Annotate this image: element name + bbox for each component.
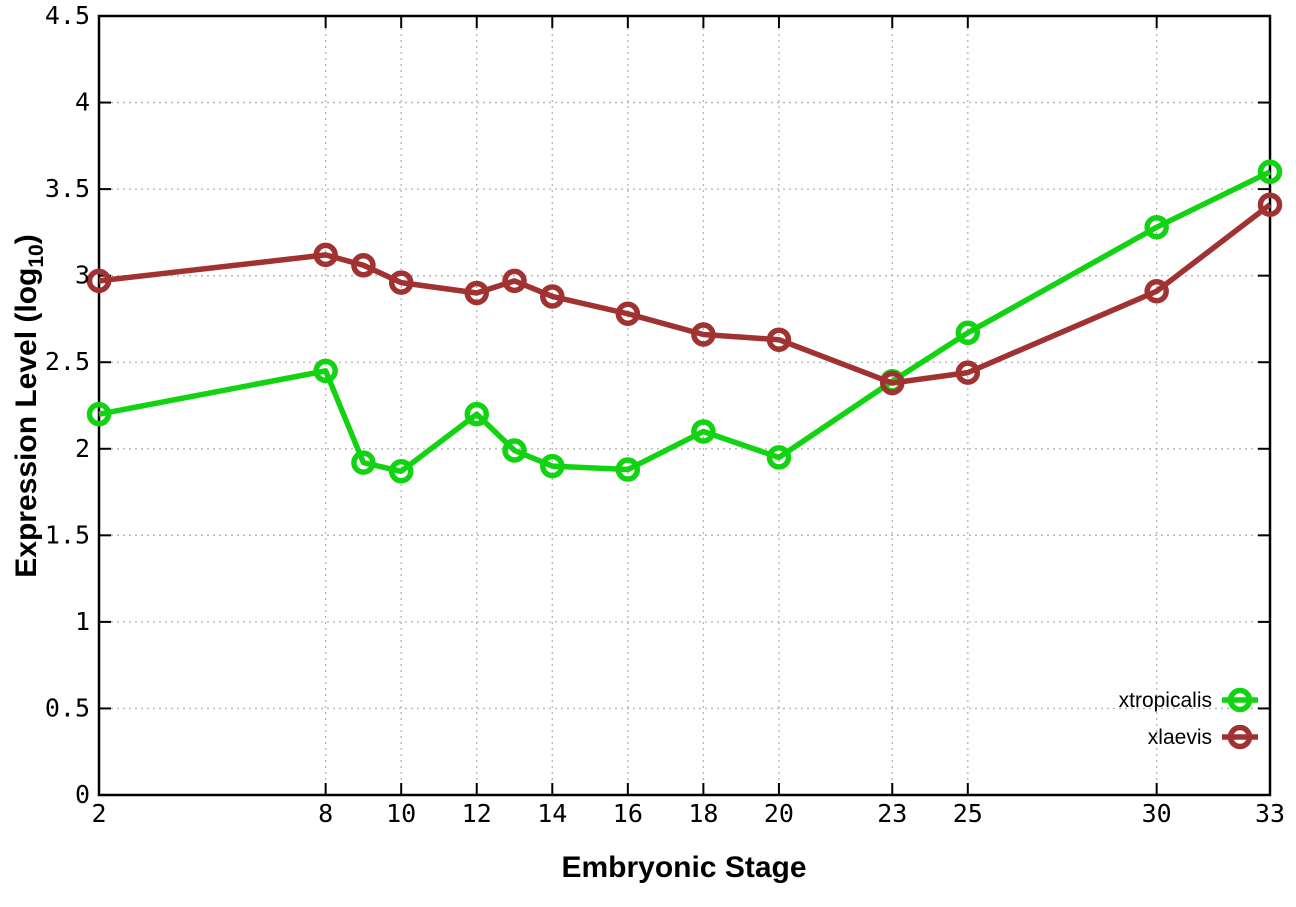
x-tick-label: 10	[386, 799, 416, 828]
axes-layer	[97, 14, 1272, 797]
data-point-xtropicalis	[464, 401, 489, 427]
x-tick-label: 18	[688, 799, 718, 828]
data-point-xlaevis	[880, 370, 905, 396]
data-point-xtropicalis	[766, 445, 792, 470]
y-axis-title-part: Expression Level (log	[10, 268, 43, 578]
data-point-xtropicalis	[388, 459, 414, 484]
y-tick-label: 3	[75, 261, 90, 290]
y-tick-label: 1	[75, 607, 90, 636]
data-point-xlaevis	[313, 242, 338, 268]
y-tick-label: 2	[75, 434, 90, 463]
legend-label-xlaevis: xlaevis	[1148, 726, 1212, 749]
y-axis-title-part: )	[10, 234, 43, 244]
y-axis-title: Expression Level (log10)	[10, 234, 48, 577]
x-tick-label: 25	[953, 799, 983, 828]
grid-layer	[98, 15, 1271, 796]
data-point-xtropicalis	[615, 457, 641, 482]
y-tick-label: 3.5	[45, 174, 90, 203]
data-point-xlaevis	[615, 301, 641, 327]
legend-marker-icon-xtropicalis	[1227, 687, 1253, 713]
data-point-xlaevis	[540, 284, 565, 309]
data-point-xtropicalis	[540, 453, 565, 479]
y-tick-label: 4	[75, 88, 90, 117]
y-axis-title-part: 10	[25, 244, 48, 267]
data-point-xlaevis	[955, 360, 981, 385]
y-tick-label: 2.5	[45, 347, 90, 376]
x-tick-label: 20	[764, 799, 794, 828]
data-point-xlaevis	[766, 327, 792, 352]
series-layer	[86, 159, 1283, 484]
series-line-xtropicalis	[98, 169, 1272, 475]
data-point-xtropicalis	[351, 450, 376, 475]
plot-border	[97, 14, 1272, 797]
data-point-xtropicalis	[691, 419, 716, 444]
x-tick-label: 14	[537, 799, 567, 828]
legend-marker-icon-xlaevis	[1227, 724, 1253, 750]
x-tick-label: 12	[462, 799, 492, 828]
data-point-xlaevis	[464, 280, 489, 306]
data-point-xtropicalis	[313, 358, 338, 384]
x-tick-label: 33	[1255, 799, 1285, 828]
data-point-xlaevis	[1144, 278, 1169, 304]
data-point-xlaevis	[691, 322, 716, 347]
y-tick-label: 0.5	[45, 693, 90, 722]
series-line-xlaevis	[98, 202, 1272, 386]
x-axis-title: Embryonic Stage	[561, 851, 806, 884]
legend-label-xtropicalis: xtropicalis	[1119, 689, 1212, 712]
data-point-xtropicalis	[1257, 159, 1283, 185]
x-tick-label: 8	[318, 799, 333, 828]
y-tick-label: 1.5	[45, 520, 90, 549]
data-point-xlaevis	[502, 268, 527, 294]
data-point-xtropicalis	[1144, 214, 1169, 240]
tick-label-layer: 2 8 10 12 14 16 18 20 23 25 30 33 0 0.5 1 1.5 2 2.5 3 3.5 4 4…	[45, 1, 1285, 828]
data-point-xtropicalis	[955, 320, 981, 346]
x-tick-label: 16	[613, 799, 643, 828]
y-tick-label: 0	[75, 780, 90, 809]
data-point-xtropicalis	[86, 401, 112, 427]
legend: xtropicalis xlaevis	[1119, 687, 1258, 750]
title-layer: Embryonic Stage Expression Level (log10)	[10, 234, 807, 884]
x-tick-label: 2	[91, 799, 106, 828]
data-point-xlaevis	[351, 253, 376, 278]
data-point-xtropicalis	[502, 438, 527, 463]
data-point-xlaevis	[1257, 192, 1283, 217]
x-tick-label: 23	[877, 799, 907, 828]
data-point-xlaevis	[86, 268, 112, 294]
x-tick-label: 30	[1142, 799, 1172, 828]
y-tick-label: 4.5	[45, 1, 90, 30]
data-point-xlaevis	[388, 270, 414, 295]
